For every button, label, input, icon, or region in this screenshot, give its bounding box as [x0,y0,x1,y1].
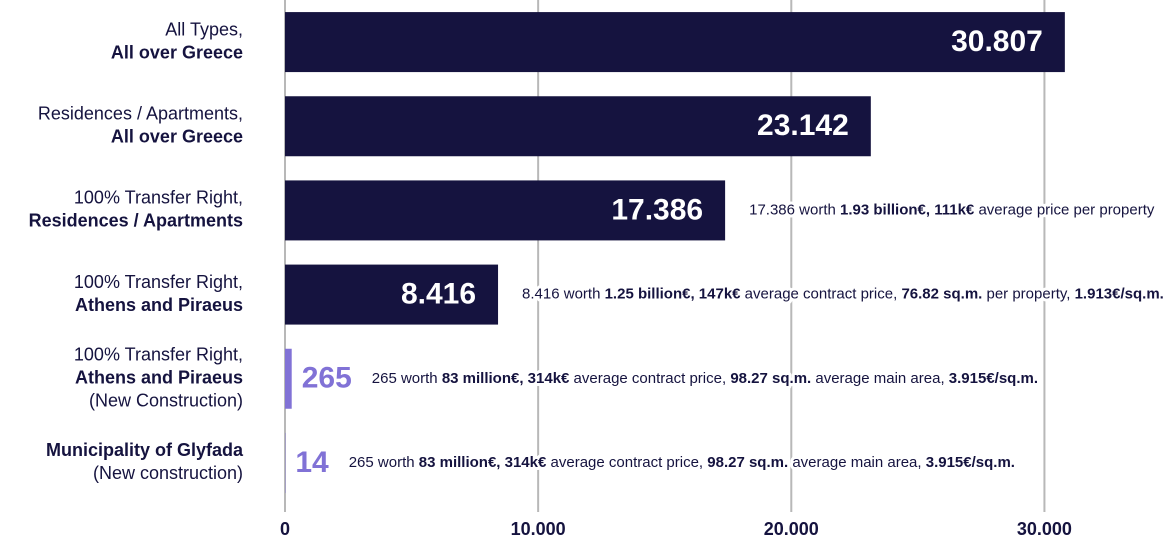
x-tick-label: 10.000 [511,519,566,539]
category-label: Municipality of Glyfada [46,440,244,460]
category-label: Athens and Piraeus [75,368,243,388]
annotation: 265 worth 83 million€, 314k€ average con… [349,454,1015,471]
annotation: 8.416 worth 1.25 billion€, 147k€ average… [522,286,1164,303]
annotation-part: 1.25 billion€, 147k€ [605,286,742,303]
category-label: 100% Transfer Right, [74,188,243,208]
value-label: 8.416 [401,278,476,311]
value-label: 23.142 [757,109,849,142]
bar [285,348,292,409]
category-label: All over Greece [111,127,243,147]
annotation-part: 265 worth [372,370,442,387]
category-label: 100% Transfer Right, [74,272,243,292]
annotation: 265 worth 83 million€, 314k€ average con… [372,370,1038,387]
category-label: 100% Transfer Right, [74,345,243,365]
annotation-part: average contract price, [546,454,707,471]
bar [285,180,726,241]
annotation-part: 1.913€/sq.m. [1075,286,1164,303]
annotation-part: 8.416 worth [522,286,605,303]
annotation-part: average main area, [811,370,949,387]
bar [285,96,871,157]
x-tick-label: 30.000 [1017,519,1072,539]
value-label: 17.386 [611,193,703,226]
grid [284,0,1046,512]
annotation-part: average price per property [974,201,1155,218]
annotation-part: 83 million€, 314k€ [442,370,570,387]
annotation-part: 98.27 sq.m. [707,454,788,471]
annotation-part: per property, [982,286,1074,303]
annotation-part: 1.93 billion€, 111k€ [840,201,975,218]
annotation-part: average main area, [788,454,926,471]
value-label: 265 [302,362,352,395]
value-label: 14 [295,446,329,479]
category-label: (New Construction) [89,391,243,411]
value-label: 30.807 [951,25,1043,58]
annotation-part: 17.386 worth [749,201,840,218]
annotation: 17.386 worth 1.93 billion€, 111k€ averag… [749,201,1155,218]
category-label: (New construction) [93,463,243,483]
annotation-part: 76.82 sq.m. [901,286,982,303]
bar [285,264,499,325]
annotation-part: 3.915€/sq.m. [926,454,1015,471]
annotation-part: 265 worth [349,454,419,471]
annotation-part: average contract price, [741,286,902,303]
annotation-part: 3.915€/sq.m. [949,370,1038,387]
x-tick-label: 20.000 [764,519,819,539]
category-label: Athens and Piraeus [75,295,243,315]
category-label: All over Greece [111,42,243,62]
x-tick-label: 0 [280,519,290,539]
annotation-part: 83 million€, 314k€ [419,454,547,471]
bar [285,12,1065,73]
category-label: Residences / Apartments, [38,104,243,124]
annotation-part: average contract price, [569,370,730,387]
annotation-part: 98.27 sq.m. [730,370,811,387]
category-label: Residences / Apartments [29,211,243,231]
category-label: All Types, [165,19,243,39]
